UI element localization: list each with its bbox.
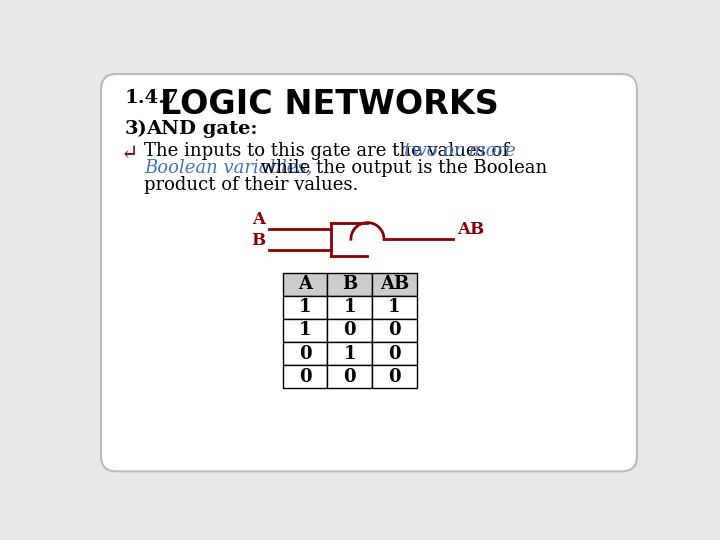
Text: LOGIC NETWORKS: LOGIC NETWORKS [160, 88, 498, 121]
Text: 1: 1 [343, 345, 356, 362]
Text: 1: 1 [388, 298, 400, 316]
Bar [328, 365, 372, 388]
Text: product of their values.: product of their values. [144, 176, 359, 194]
Bar [372, 365, 417, 388]
Bar [372, 342, 417, 365]
Bar [283, 342, 328, 365]
Text: ↵: ↵ [121, 143, 138, 163]
Text: B: B [342, 275, 357, 293]
Text: two or more: two or more [405, 142, 516, 160]
Bar [283, 319, 328, 342]
FancyBboxPatch shape [101, 74, 637, 471]
Text: A: A [298, 275, 312, 293]
Text: AB: AB [457, 221, 485, 239]
Bar [372, 273, 417, 296]
Text: 1: 1 [299, 298, 311, 316]
Text: A: A [252, 211, 265, 228]
Text: 0: 0 [388, 345, 401, 362]
Text: The inputs to this gate are the values of: The inputs to this gate are the values o… [144, 142, 515, 160]
Text: 0: 0 [299, 345, 312, 362]
Text: 0: 0 [343, 321, 356, 340]
Bar [328, 319, 372, 342]
Bar [328, 296, 372, 319]
Bar [283, 296, 328, 319]
Bar [283, 365, 328, 388]
Bar [328, 273, 372, 296]
Text: 1: 1 [343, 298, 356, 316]
Bar [328, 342, 372, 365]
Bar [372, 296, 417, 319]
Text: AND gate:: AND gate: [145, 120, 257, 138]
Text: Boolean variables,: Boolean variables, [144, 159, 312, 177]
Text: 0: 0 [299, 368, 312, 386]
Text: 1.4.7: 1.4.7 [124, 90, 179, 107]
Text: 0: 0 [388, 368, 401, 386]
Bar [283, 273, 328, 296]
Text: 0: 0 [388, 321, 401, 340]
Text: 0: 0 [343, 368, 356, 386]
Text: while the output is the Boolean: while the output is the Boolean [255, 159, 547, 177]
Text: 3): 3) [124, 120, 147, 138]
Bar [372, 319, 417, 342]
Text: 1: 1 [299, 321, 311, 340]
Text: AB: AB [379, 275, 409, 293]
Text: B: B [251, 232, 265, 249]
